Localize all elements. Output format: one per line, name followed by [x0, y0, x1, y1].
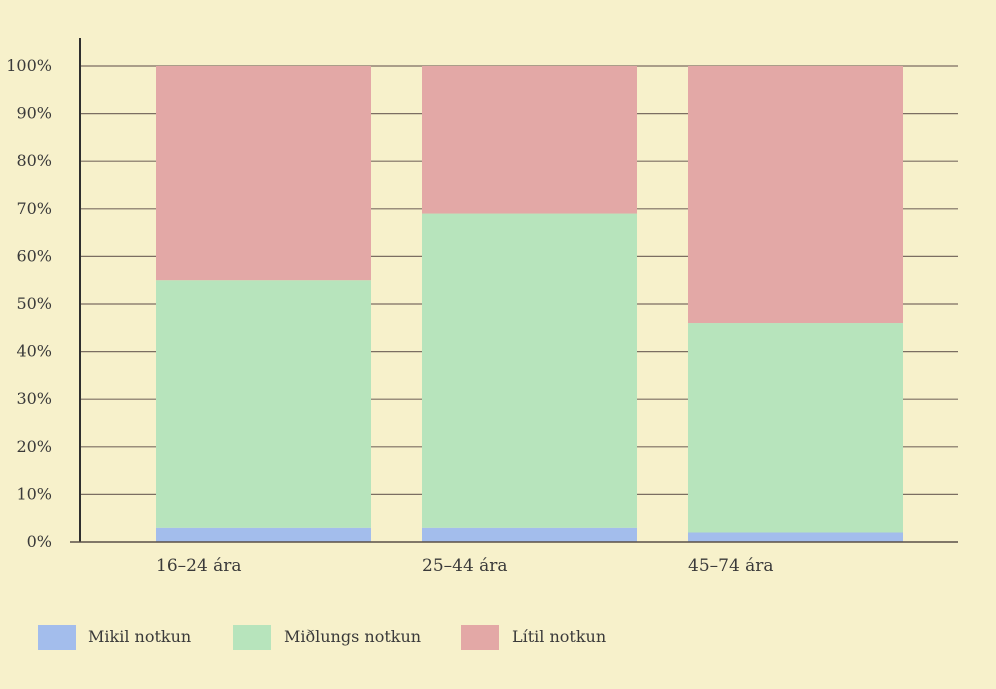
- bar-segment: [422, 527, 637, 542]
- x-tick-label: 25–44 ára: [422, 556, 508, 576]
- x-tick-label: 45–74 ára: [688, 556, 774, 576]
- bar-segment: [422, 213, 637, 528]
- bar-segment: [688, 323, 903, 533]
- y-tick-label: 40%: [16, 342, 52, 361]
- legend-label: Mikil notkun: [88, 627, 191, 646]
- y-tick-label: 20%: [16, 437, 52, 456]
- y-tick-label: 90%: [16, 104, 52, 123]
- bars: [156, 66, 903, 542]
- legend: Mikil notkun Miðlungs notkun Lítil notkun: [38, 625, 606, 650]
- bar-segment: [688, 66, 903, 324]
- y-tick-label: 60%: [16, 246, 52, 265]
- axes: [70, 38, 958, 543]
- bar-segment: [688, 532, 903, 542]
- x-tick-labels: 16–24 ára 25–44 ára 45–74 ára: [156, 556, 774, 576]
- y-tick-label: 100%: [6, 56, 52, 75]
- y-tick-labels: 0% 10% 20% 30% 40% 50% 60% 70% 80% 90% 100%: [6, 56, 52, 551]
- bar-segment: [422, 66, 637, 214]
- legend-swatch: [461, 625, 499, 650]
- y-tick-label: 80%: [16, 151, 52, 170]
- legend-swatch: [38, 625, 76, 650]
- x-tick-label: 16–24 ára: [156, 556, 242, 576]
- y-tick-label: 70%: [16, 199, 52, 218]
- y-tick-label: 30%: [16, 389, 52, 408]
- bar-segment: [156, 66, 371, 281]
- bar-segment: [156, 527, 371, 542]
- legend-item: Mikil notkun: [38, 625, 191, 650]
- legend-label: Lítil notkun: [512, 627, 606, 646]
- y-tick-label: 50%: [16, 294, 52, 313]
- legend-swatch: [233, 625, 271, 650]
- legend-item: Lítil notkun: [461, 625, 606, 650]
- y-tick-label: 10%: [16, 484, 52, 503]
- y-tick-label: 0%: [27, 532, 52, 551]
- bar-segment: [156, 280, 371, 528]
- legend-label: Miðlungs notkun: [284, 627, 421, 646]
- legend-item: Miðlungs notkun: [233, 625, 421, 650]
